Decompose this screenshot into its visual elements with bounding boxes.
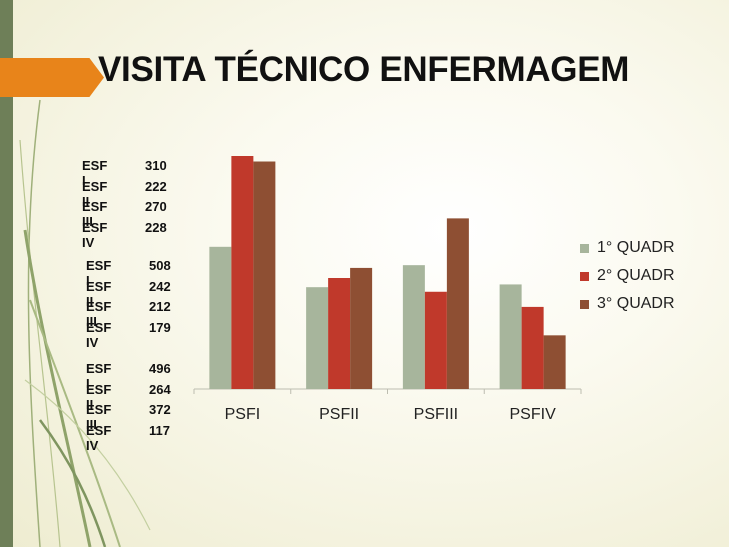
note-label: ESF I — [82, 158, 108, 188]
bar — [521, 306, 544, 389]
note-label: ESF II — [86, 381, 112, 412]
bar — [402, 265, 425, 389]
page-title: VISITA TÉCNICO ENFERMAGEM — [98, 50, 630, 89]
note-label: ESF I — [86, 361, 112, 391]
note-label: ESF III — [86, 299, 112, 329]
note-label: ESF II — [82, 178, 108, 209]
note-label: ESF IV — [82, 219, 108, 250]
bar — [231, 156, 254, 389]
chart-legend: 1° QUADR 2° QUADR 3° QUADR — [580, 234, 675, 318]
note-label: ESF II — [86, 278, 112, 309]
bar — [446, 218, 469, 389]
legend-label: 2° QUADR — [597, 267, 675, 284]
x-tick-label: PSFIV — [510, 406, 557, 423]
title-accent-tab — [0, 58, 104, 97]
note-value: 372 — [149, 402, 171, 417]
note-value: 179 — [149, 319, 171, 335]
note-value: 228 — [145, 219, 167, 235]
bar — [253, 161, 276, 389]
legend-swatch — [580, 271, 589, 281]
note-label: ESF IV — [86, 319, 112, 350]
bar — [350, 267, 373, 389]
bar — [543, 335, 566, 389]
legend-item: 2° QUADR — [580, 262, 675, 290]
legend-swatch — [580, 243, 589, 253]
x-tick-label: PSFII — [319, 406, 359, 423]
note-value: 117 — [149, 422, 170, 438]
legend-label: 1° QUADR — [597, 239, 675, 256]
bar — [328, 278, 351, 389]
note-label: ESF III — [82, 199, 108, 229]
note-label: ESF III — [86, 402, 112, 432]
x-tick-label: PSFI — [225, 406, 261, 423]
legend-item: 1° QUADR — [580, 234, 675, 262]
legend-label: 3° QUADR — [597, 295, 675, 312]
note-label: ESF IV — [86, 422, 112, 453]
bar — [306, 287, 329, 389]
note-label: ESF I — [86, 258, 112, 288]
note-value: 242 — [149, 278, 171, 294]
legend-item: 3° QUADR — [580, 290, 675, 318]
note-value: 264 — [149, 381, 171, 397]
bar — [499, 284, 522, 389]
legend-swatch — [580, 299, 589, 309]
x-tick-label: PSFIII — [414, 406, 458, 423]
note-value: 310 — [145, 158, 167, 173]
note-value: 496 — [149, 361, 171, 376]
note-value: 270 — [145, 199, 167, 214]
note-value: 212 — [149, 299, 171, 314]
bar — [424, 291, 447, 389]
note-value: 508 — [149, 258, 171, 273]
left-accent-bar — [0, 0, 13, 547]
bar — [209, 246, 232, 389]
note-value: 222 — [145, 178, 167, 194]
